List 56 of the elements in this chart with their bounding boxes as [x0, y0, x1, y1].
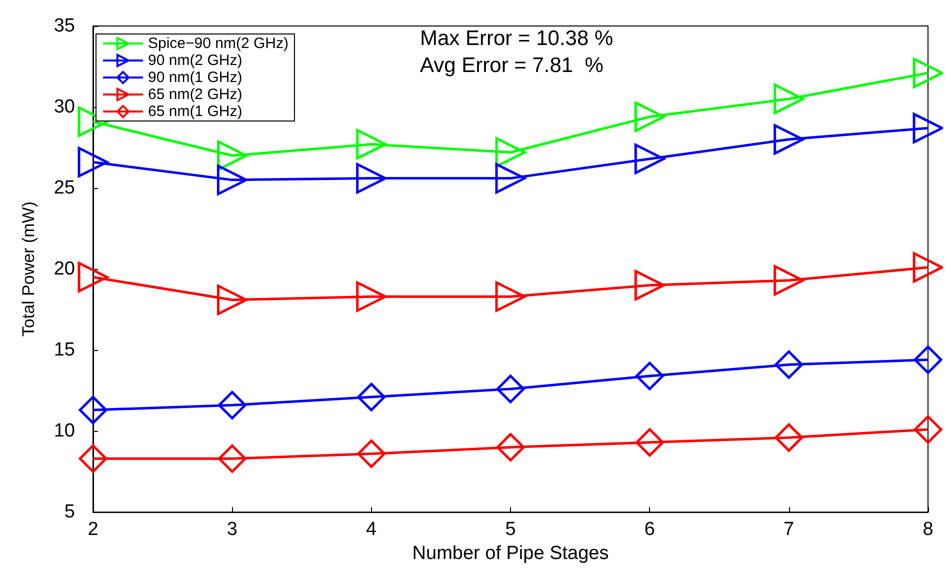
y-tick-label: 5	[64, 502, 75, 523]
x-tick-label: 8	[922, 519, 934, 540]
annotation: Max Error = 10.38 %	[420, 27, 614, 50]
point	[496, 433, 525, 462]
point	[774, 350, 804, 379]
point	[356, 163, 387, 194]
y-tick-label: 25	[54, 178, 75, 199]
point	[357, 382, 386, 412]
x-tick-label: 3	[226, 519, 238, 540]
point	[912, 112, 943, 144]
point	[912, 252, 943, 283]
y-tick-label: 30	[54, 96, 75, 118]
point	[496, 374, 525, 404]
point	[78, 262, 108, 292]
point	[774, 124, 804, 155]
legend-label: 65 nm(1 GHz)	[148, 103, 242, 120]
annotation: Avg Error = 7.81 %	[420, 54, 604, 77]
point	[635, 428, 664, 457]
point	[356, 129, 387, 160]
point	[357, 440, 386, 468]
y-tick-label: 35	[54, 16, 75, 36]
legend-label: Spice−90 nm(2 GHz)	[148, 35, 288, 52]
x-tick-label: 2	[88, 519, 98, 540]
y-tick-label: 20	[54, 258, 75, 280]
legend-label: 90 nm(2 GHz)	[148, 52, 242, 69]
x-tick-label: 7	[784, 519, 794, 540]
point	[78, 444, 108, 473]
y-axis-title: Total Power (mW)	[19, 202, 38, 337]
legend-label: 90 nm(1 GHz)	[148, 69, 242, 86]
x-tick-label: 6	[644, 519, 655, 540]
x-tick-label: 4	[366, 519, 378, 540]
point	[218, 390, 246, 420]
point	[774, 423, 804, 452]
point	[635, 362, 664, 390]
point	[216, 284, 248, 316]
y-tick-label: 10	[54, 420, 75, 442]
x-axis-title: Number of Pipe Stages	[412, 543, 609, 564]
point	[912, 58, 943, 88]
point	[78, 396, 108, 424]
point	[634, 270, 665, 301]
point	[914, 415, 942, 444]
legend-label: 65 nm(2 GHz)	[148, 86, 242, 103]
point	[218, 444, 246, 473]
x-tick-label: 5	[505, 519, 516, 540]
point	[216, 164, 248, 196]
point	[634, 101, 665, 132]
point	[356, 281, 387, 312]
point	[495, 163, 526, 194]
point	[495, 281, 526, 312]
point	[774, 84, 804, 114]
point	[495, 137, 526, 168]
point	[774, 265, 804, 296]
point	[634, 144, 665, 174]
point	[914, 346, 942, 374]
point	[78, 146, 108, 178]
y-tick-label: 15	[54, 340, 75, 361]
